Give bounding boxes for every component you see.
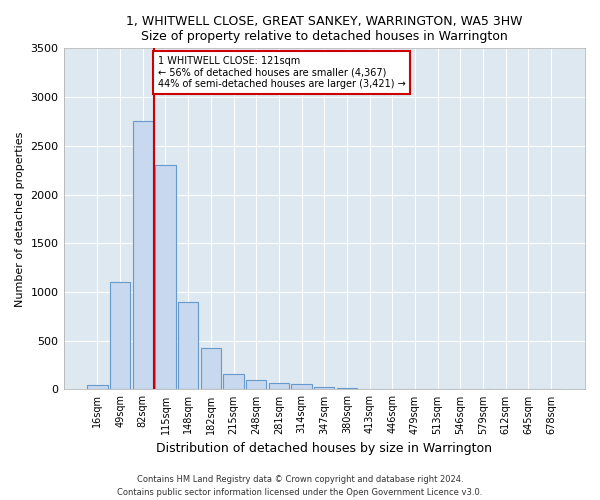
Bar bbox=[155, 166, 176, 390]
Bar bbox=[133, 122, 153, 390]
Bar bbox=[314, 386, 334, 390]
Bar bbox=[359, 388, 380, 390]
Bar bbox=[200, 348, 221, 390]
Text: Contains HM Land Registry data © Crown copyright and database right 2024.: Contains HM Land Registry data © Crown c… bbox=[137, 476, 463, 484]
Bar bbox=[269, 383, 289, 390]
Title: 1, WHITWELL CLOSE, GREAT SANKEY, WARRINGTON, WA5 3HW
Size of property relative t: 1, WHITWELL CLOSE, GREAT SANKEY, WARRING… bbox=[126, 15, 523, 43]
Bar bbox=[110, 282, 130, 390]
Text: Contains public sector information licensed under the Open Government Licence v3: Contains public sector information licen… bbox=[118, 488, 482, 497]
Bar bbox=[246, 380, 266, 390]
Bar bbox=[292, 384, 312, 390]
Text: 1 WHITWELL CLOSE: 121sqm
← 56% of detached houses are smaller (4,367)
44% of sem: 1 WHITWELL CLOSE: 121sqm ← 56% of detach… bbox=[158, 56, 406, 90]
Y-axis label: Number of detached properties: Number of detached properties bbox=[15, 131, 25, 306]
Bar bbox=[178, 302, 199, 390]
Bar bbox=[223, 374, 244, 390]
Bar bbox=[87, 384, 107, 390]
X-axis label: Distribution of detached houses by size in Warrington: Distribution of detached houses by size … bbox=[156, 442, 492, 455]
Bar bbox=[337, 388, 357, 390]
